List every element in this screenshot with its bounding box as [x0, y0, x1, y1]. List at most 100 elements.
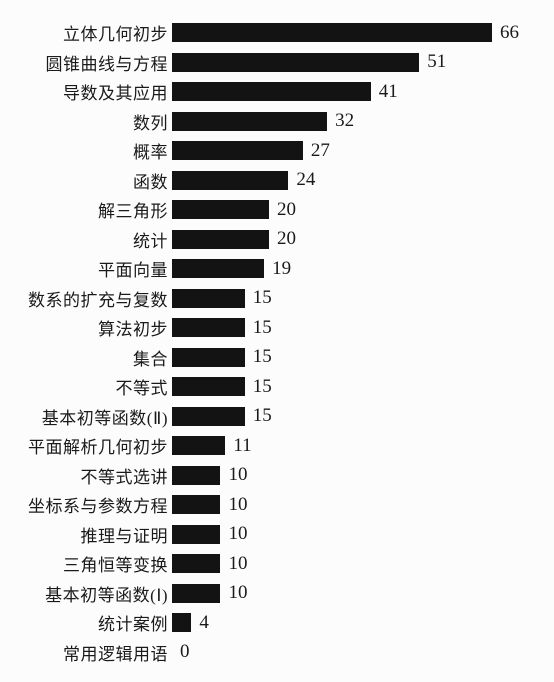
chart-row: 基本初等函数(Ⅱ) 15 [10, 402, 534, 432]
chart-row: 数系的扩充与复数 15 [10, 284, 534, 314]
value-label: 66 [500, 22, 519, 44]
chart-row: 基本初等函数(Ⅰ) 10 [10, 579, 534, 609]
value-label: 10 [228, 582, 247, 604]
bar [172, 613, 191, 632]
category-label: 三角恒等变换 [10, 551, 172, 576]
value-label: 10 [228, 464, 247, 486]
bar [172, 112, 327, 131]
bar-area: 19 [172, 254, 534, 284]
chart-row: 数列 32 [10, 107, 534, 137]
bar [172, 407, 245, 426]
category-label: 算法初步 [10, 315, 172, 340]
value-label: 32 [335, 110, 354, 132]
bar-area: 15 [172, 284, 534, 314]
bar [172, 200, 269, 219]
category-label: 数列 [10, 109, 172, 134]
value-label: 15 [253, 376, 272, 398]
chart-row: 立体几何初步66 [10, 18, 534, 48]
chart-row: 解三角形 20 [10, 195, 534, 225]
bar-area: 10 [172, 549, 534, 579]
category-label: 推理与证明 [10, 522, 172, 547]
category-label: 不等式选讲 [10, 463, 172, 488]
bar-area: 11 [172, 431, 534, 461]
category-label: 数系的扩充与复数 [10, 286, 172, 311]
bar [172, 23, 492, 42]
bar-area: 10 [172, 579, 534, 609]
value-label: 27 [311, 140, 330, 162]
bar [172, 377, 245, 396]
value-label: 11 [233, 435, 251, 457]
value-label: 0 [180, 641, 190, 663]
category-label: 平面解析几何初步 [10, 433, 172, 458]
chart-row: 函数 24 [10, 166, 534, 196]
value-label: 10 [228, 523, 247, 545]
chart-row: 坐标系与参数方程10 [10, 490, 534, 520]
value-label: 4 [199, 612, 209, 634]
category-label: 坐标系与参数方程 [10, 492, 172, 517]
category-label: 函数 [10, 168, 172, 193]
value-label: 15 [253, 405, 272, 427]
value-label: 41 [379, 81, 398, 103]
bar-area: 15 [172, 402, 534, 432]
bar-area: 0 [172, 638, 534, 668]
value-label: 51 [427, 51, 446, 73]
bar [172, 259, 264, 278]
chart-row: 推理与证明 10 [10, 520, 534, 550]
category-label: 基本初等函数(Ⅰ) [10, 581, 172, 606]
bar [172, 554, 220, 573]
value-label: 20 [277, 199, 296, 221]
category-label: 常用逻辑用语 [10, 640, 172, 665]
bar [172, 171, 288, 190]
category-label: 解三角形 [10, 197, 172, 222]
bar-area: 24 [172, 166, 534, 196]
bar [172, 53, 419, 72]
value-label: 10 [228, 553, 247, 575]
chart-row: 不等式选讲 10 [10, 461, 534, 491]
bar [172, 82, 371, 101]
bar-area: 32 [172, 107, 534, 137]
category-label: 概率 [10, 138, 172, 163]
chart-row: 统计 20 [10, 225, 534, 255]
bar-area: 66 [172, 18, 534, 48]
value-label: 20 [277, 228, 296, 250]
bar-area: 41 [172, 77, 534, 107]
category-label: 统计 [10, 227, 172, 252]
chart-row: 算法初步 15 [10, 313, 534, 343]
bar [172, 289, 245, 308]
bar-area: 15 [172, 313, 534, 343]
bar [172, 584, 220, 603]
bar-chart: 立体几何初步66圆锥曲线与方程 51 导数及其应用 41 数列 32 概率 27 函数 24 解三角… [10, 18, 534, 667]
category-label: 平面向量 [10, 256, 172, 281]
chart-row: 圆锥曲线与方程 51 [10, 48, 534, 78]
value-label: 24 [296, 169, 315, 191]
bar-area: 20 [172, 195, 534, 225]
bar [172, 466, 220, 485]
bar [172, 348, 245, 367]
category-label: 统计案例 [10, 610, 172, 635]
category-label: 不等式 [10, 374, 172, 399]
bar-area: 51 [172, 48, 534, 78]
value-label: 19 [272, 258, 291, 280]
bar-area: 4 [172, 608, 534, 638]
chart-row: 不等式 15 [10, 372, 534, 402]
bar [172, 495, 220, 514]
bar [172, 525, 220, 544]
category-label: 基本初等函数(Ⅱ) [10, 404, 172, 429]
bar-area: 10 [172, 490, 534, 520]
value-label: 15 [253, 287, 272, 309]
chart-row: 概率 27 [10, 136, 534, 166]
chart-row: 集合15 [10, 343, 534, 373]
bar [172, 318, 245, 337]
value-label: 15 [253, 317, 272, 339]
bar-area: 15 [172, 372, 534, 402]
category-label: 导数及其应用 [10, 79, 172, 104]
bar-area: 20 [172, 225, 534, 255]
chart-row: 平面解析几何初步 11 [10, 431, 534, 461]
bar [172, 141, 303, 160]
chart-row: 三角恒等变换 10 [10, 549, 534, 579]
bar-area: 10 [172, 520, 534, 550]
bar [172, 230, 269, 249]
chart-row: 常用逻辑用语 0 [10, 638, 534, 668]
category-label: 集合 [10, 345, 172, 370]
category-label: 圆锥曲线与方程 [10, 50, 172, 75]
